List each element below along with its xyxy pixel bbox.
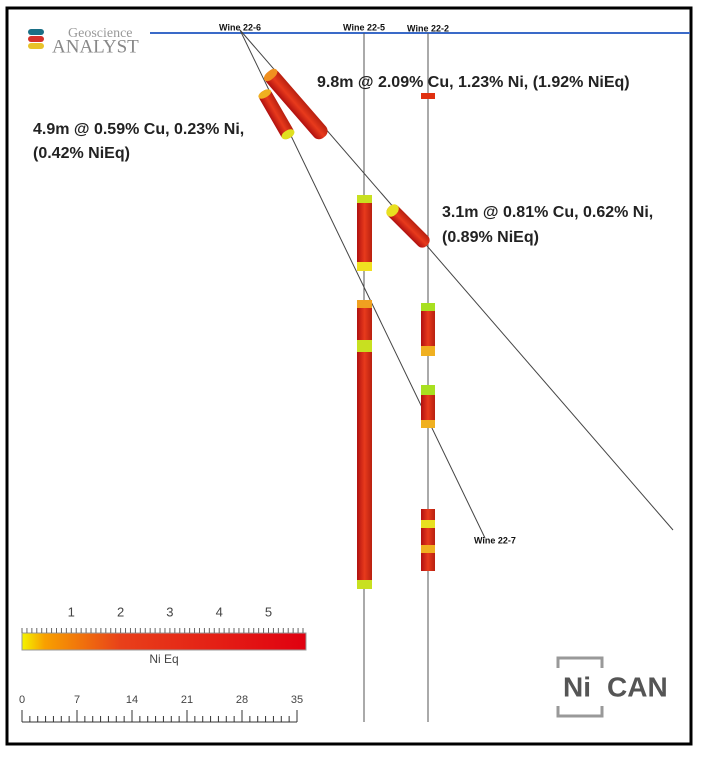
annotation: 9.8m @ 2.09% Cu, 1.23% Ni, (1.92% NiEq) bbox=[317, 74, 630, 91]
scale-tick-label: 28 bbox=[236, 694, 248, 706]
brand-left: Ni bbox=[563, 671, 591, 702]
scale-tick-label: 0 bbox=[19, 694, 25, 706]
hole-label: Wine 22-5 bbox=[343, 22, 385, 32]
annotation: (0.89% NiEq) bbox=[442, 229, 539, 246]
scale-tick-label: 14 bbox=[126, 694, 138, 706]
color-bar-tick-label: 4 bbox=[216, 604, 223, 619]
brand-logo: Ni CAN bbox=[556, 656, 668, 718]
frame bbox=[5, 6, 693, 746]
hole-label: Wine 22-7 bbox=[474, 535, 516, 545]
logo-top: Geoscience bbox=[68, 26, 133, 41]
intervals bbox=[258, 68, 435, 589]
annotation: (0.42% NiEq) bbox=[33, 145, 130, 162]
color-bar-tick-label: 1 bbox=[68, 604, 75, 619]
color-bar bbox=[21, 632, 307, 651]
logo-bottom: ANALYST bbox=[52, 36, 139, 57]
scale-tick-label: 21 bbox=[181, 694, 193, 706]
annotation: 4.9m @ 0.59% Cu, 0.23% Ni, bbox=[33, 121, 244, 138]
hole-label: Wine 22-6 bbox=[219, 22, 261, 32]
color-bar-tick-label: 2 bbox=[117, 604, 124, 619]
color-bar-tick-label: 3 bbox=[166, 604, 173, 619]
color-bar-tick-label: 5 bbox=[265, 604, 272, 619]
annotation: 3.1m @ 0.81% Cu, 0.62% Ni, bbox=[442, 204, 653, 221]
brand-right: CAN bbox=[607, 671, 668, 702]
logo: Geoscience ANALYST bbox=[28, 26, 139, 57]
scale-tick-label: 7 bbox=[74, 694, 80, 706]
hole-label: Wine 22-2 bbox=[407, 23, 449, 33]
scale-tick-label: 35 bbox=[291, 694, 303, 706]
color-bar-label: Ni Eq bbox=[149, 652, 178, 666]
